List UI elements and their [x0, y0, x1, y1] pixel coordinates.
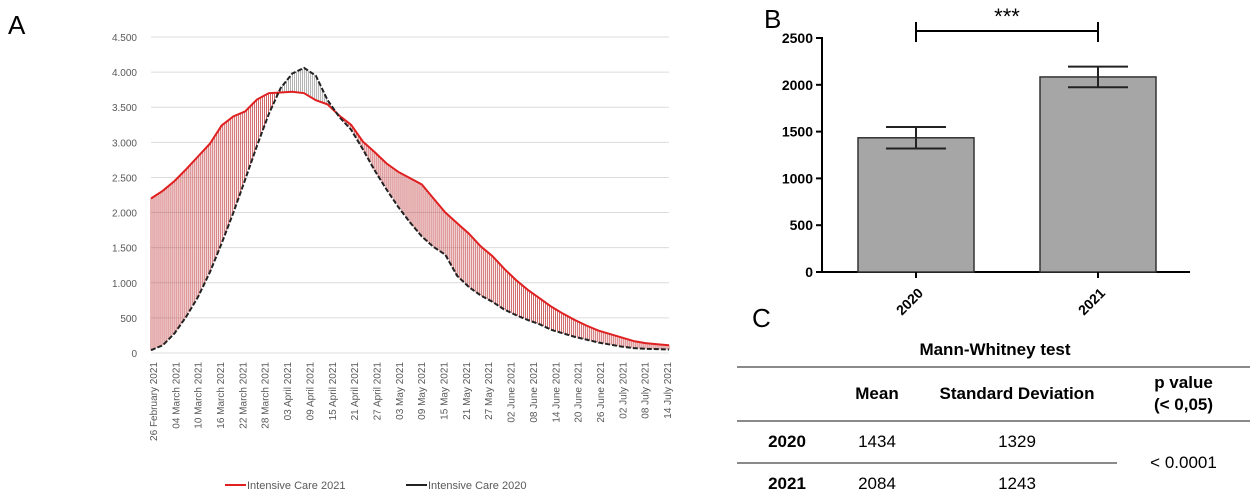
- x-tick-label: 21 April 2021: [350, 362, 361, 421]
- row-mean: 2084: [858, 474, 896, 493]
- legend-label-2021: Intensive Care 2021: [247, 480, 345, 492]
- table-header-row: Mean Standard Deviation p value (< 0,05): [737, 367, 1250, 421]
- x-tick-label: 09 April 2021: [305, 362, 316, 421]
- y-tick-label: 3.000: [112, 138, 137, 149]
- panel-label-b: B: [764, 4, 782, 34]
- x-tick-label: 26 June 2021: [596, 362, 607, 423]
- p-value: < 0.0001: [1150, 453, 1217, 472]
- y-tick-label: 2500: [782, 30, 813, 46]
- x-tick-label: 28 March 2021: [261, 362, 272, 429]
- x-tick-label: 03 April 2021: [283, 362, 294, 421]
- table-header-p: p value (< 0,05): [1153, 373, 1214, 414]
- table-row: 2020 1434 1329 < 0.0001: [737, 421, 1250, 472]
- bar-2020: [857, 137, 975, 273]
- x-tick-label: 20 June 2021: [574, 362, 585, 423]
- x-tick-label: 15 April 2021: [328, 362, 339, 421]
- table-title: Mann-Whitney test: [919, 340, 1071, 359]
- y-tick-label: 3.500: [112, 103, 137, 114]
- row-sd: 1329: [998, 432, 1036, 451]
- y-tick-label: 2.500: [112, 173, 137, 184]
- table-header-empty: [737, 367, 837, 421]
- table-header-mean: Mean: [855, 384, 899, 403]
- legend-label-2020: Intensive Care 2020: [428, 480, 526, 492]
- row-label: 2021: [768, 474, 806, 493]
- y-tick-label: 0: [131, 349, 137, 360]
- y-tick-label: 2000: [782, 77, 813, 93]
- x-tick-label: 15 May 2021: [440, 362, 451, 420]
- row-sd: 1243: [998, 474, 1036, 493]
- x-tick-label: 09 May 2021: [417, 362, 428, 420]
- x-tick-label: 21 May 2021: [462, 362, 473, 420]
- panel-label-a: A: [8, 10, 26, 40]
- x-tick-label: 22 March 2021: [238, 362, 249, 429]
- x-tick-label: 08 June 2021: [529, 362, 540, 423]
- panel-label-c: C: [752, 303, 771, 333]
- y-tick-label: 4.000: [112, 68, 137, 79]
- x-tick-label: 02 July 2021: [618, 362, 629, 419]
- x-tick-label: 16 March 2021: [216, 362, 227, 429]
- x-tick-label: 2020: [893, 285, 926, 318]
- x-tick-label: 14 June 2021: [551, 362, 562, 423]
- x-tick-label: 27 May 2021: [484, 362, 495, 420]
- x-tick-label: 08 July 2021: [641, 362, 652, 419]
- y-tick-label: 2.000: [112, 209, 137, 220]
- x-tick-label: 04 March 2021: [171, 362, 182, 429]
- significance-stars: ***: [994, 4, 1020, 29]
- x-tick-label: 10 March 2021: [194, 362, 205, 429]
- y-tick-label: 1000: [782, 170, 813, 186]
- table-header-sd: Standard Deviation: [939, 384, 1095, 403]
- series-line-2020: [150, 66, 670, 352]
- y-tick-label: 500: [120, 314, 137, 325]
- y-tick-label: 4.500: [112, 33, 137, 44]
- row-label: 2020: [768, 432, 806, 451]
- x-tick-label: 03 May 2021: [395, 362, 406, 420]
- x-tick-label: 26 February 2021: [149, 362, 160, 441]
- series-line-2021: [150, 90, 670, 347]
- y-tick-label: 1500: [782, 124, 813, 140]
- x-tick-label: 02 June 2021: [507, 362, 518, 423]
- y-tick-label: 0: [805, 264, 813, 280]
- y-tick-label: 1.500: [112, 244, 137, 255]
- x-tick-label: 27 April 2021: [372, 362, 383, 421]
- x-tick-label: 2021: [1075, 285, 1108, 318]
- bar-2021: [1039, 76, 1157, 273]
- intensive-care-line-chart: 0 500 1.000 1.500 2.000 2.500 3.000 3.500 4.000 4…: [112, 33, 674, 492]
- y-tick-label: 500: [790, 217, 814, 233]
- mann-whitney-table: Mean Standard Deviation p value (< 0,05)…: [737, 366, 1250, 504]
- x-tick-label: 14 July 2021: [663, 362, 674, 419]
- table-row: 2021 2084 1243: [737, 463, 1250, 504]
- row-mean: 1434: [858, 432, 896, 451]
- y-tick-label: 1.000: [112, 279, 137, 290]
